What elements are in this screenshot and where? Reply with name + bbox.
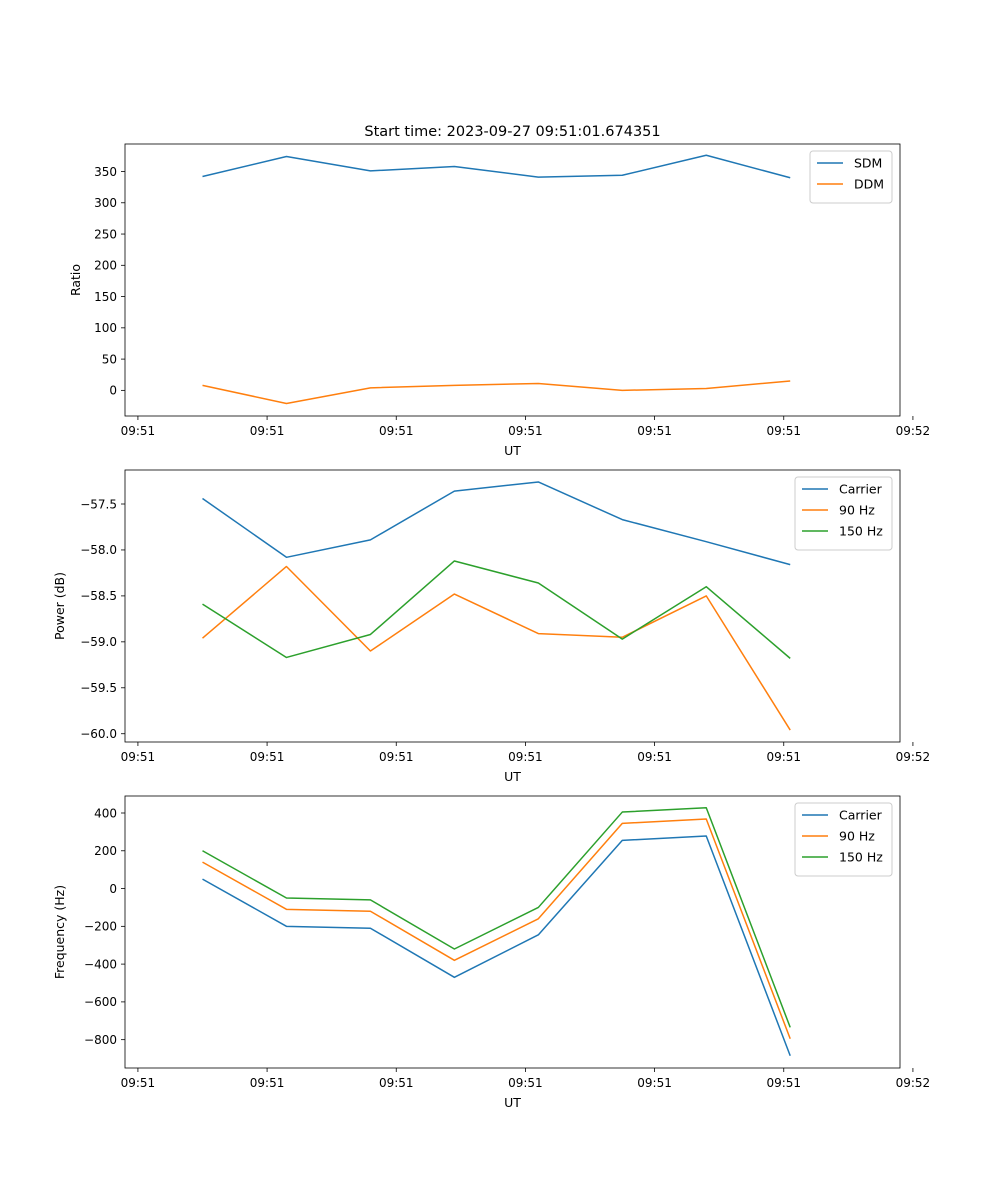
y-tick-label: −58.0 bbox=[80, 543, 117, 557]
y-tick-label: 250 bbox=[94, 227, 117, 241]
y-tick-label: 300 bbox=[94, 196, 117, 210]
legend: Carrier 90 Hz 150 Hz bbox=[794, 476, 893, 551]
x-tick-label: 09:51 bbox=[379, 1076, 414, 1090]
x-tick-label: 09:51 bbox=[121, 424, 156, 438]
legend-box bbox=[809, 150, 893, 204]
y-tick-label: 150 bbox=[94, 290, 117, 304]
x-tick-label: 09:51 bbox=[766, 424, 801, 438]
y-axis-label: Power (dB) bbox=[52, 572, 67, 640]
x-tick-label: 09:52 bbox=[896, 1076, 931, 1090]
x-tick-label: 09:51 bbox=[250, 1076, 285, 1090]
panel-2: 09:51 09:51 09:51 09:51 09:51 09:51 09:52 −60.0… bbox=[52, 469, 931, 784]
y-tick-label: −59.0 bbox=[80, 635, 117, 649]
x-tick-label: 09:51 bbox=[250, 750, 285, 764]
panel-3: 09:51 09:51 09:51 09:51 09:51 09:51 09:52 −800 −… bbox=[52, 795, 931, 1110]
y-axis-label: Frequency (Hz) bbox=[52, 885, 67, 979]
x-axis-label: UT bbox=[504, 769, 521, 784]
y-tick-label: 50 bbox=[102, 352, 117, 366]
legend-label-carrier: Carrier bbox=[839, 808, 883, 823]
y-tick-label: −58.5 bbox=[80, 589, 117, 603]
figure-title: Start time: 2023-09-27 09:51:01.674351 bbox=[364, 124, 660, 140]
y-tick-label: −800 bbox=[84, 1033, 117, 1047]
legend-label-90-hz: 90 Hz bbox=[839, 829, 875, 844]
x-tick-label: 09:52 bbox=[896, 424, 931, 438]
x-tick-label: 09:51 bbox=[637, 1076, 672, 1090]
x-tick-label: 09:51 bbox=[508, 750, 543, 764]
series-line-sdm bbox=[202, 154, 791, 179]
x-tick-label: 09:51 bbox=[121, 750, 156, 764]
x-tick-label: 09:51 bbox=[766, 1076, 801, 1090]
legend-label-150-hz: 150 Hz bbox=[839, 524, 883, 539]
x-tick-label: 09:51 bbox=[508, 424, 543, 438]
y-tick-label: −600 bbox=[84, 995, 117, 1009]
x-tick-label: 09:51 bbox=[121, 1076, 156, 1090]
series-line-ddm bbox=[202, 380, 791, 405]
y-tick-label: 350 bbox=[94, 165, 117, 179]
legend-label-150-hz: 150 Hz bbox=[839, 850, 883, 865]
legend-label-ddm: DDM bbox=[854, 177, 884, 192]
plot-frame bbox=[124, 469, 901, 743]
series-line-carrier bbox=[202, 835, 791, 1056]
series-line-90-hz bbox=[202, 565, 791, 731]
y-tick-label: −60.0 bbox=[80, 727, 117, 741]
y-tick-label: 0 bbox=[109, 882, 117, 896]
x-axis-label: UT bbox=[504, 443, 521, 458]
series-line-carrier bbox=[202, 481, 791, 566]
x-tick-label: 09:51 bbox=[379, 424, 414, 438]
y-tick-label: −200 bbox=[84, 920, 117, 934]
y-tick-label: −400 bbox=[84, 957, 117, 971]
x-tick-label: 09:51 bbox=[637, 424, 672, 438]
x-tick-label: 09:51 bbox=[766, 750, 801, 764]
y-tick-label: 0 bbox=[109, 384, 117, 398]
x-axis-label: UT bbox=[504, 1095, 521, 1110]
x-tick-label: 09:51 bbox=[250, 424, 285, 438]
legend-label-sdm: SDM bbox=[854, 156, 882, 171]
x-tick-label: 09:51 bbox=[637, 750, 672, 764]
panel-1: 09:51 09:51 09:51 09:51 09:51 09:51 09:52 0 50 10… bbox=[68, 143, 931, 458]
y-axis-label: Ratio bbox=[68, 264, 83, 296]
x-tick-label: 09:51 bbox=[379, 750, 414, 764]
legend: SDM DDM bbox=[809, 150, 893, 204]
series-line-150-hz bbox=[202, 806, 791, 1028]
legend: Carrier 90 Hz 150 Hz bbox=[794, 802, 893, 877]
y-tick-label: −57.5 bbox=[80, 497, 117, 511]
x-tick-label: 09:51 bbox=[508, 1076, 543, 1090]
y-tick-label: 200 bbox=[94, 259, 117, 273]
y-tick-label: 100 bbox=[94, 321, 117, 335]
legend-label-carrier: Carrier bbox=[839, 482, 883, 497]
y-tick-label: 200 bbox=[94, 844, 117, 858]
plot-frame bbox=[124, 795, 901, 1069]
plot-frame bbox=[124, 143, 901, 417]
y-tick-label: −59.5 bbox=[80, 681, 117, 695]
y-tick-label: 400 bbox=[94, 806, 117, 820]
legend-label-90-hz: 90 Hz bbox=[839, 503, 875, 518]
series-line-150-hz bbox=[202, 560, 791, 659]
x-tick-label: 09:52 bbox=[896, 750, 931, 764]
series-line-90-hz bbox=[202, 818, 791, 1039]
